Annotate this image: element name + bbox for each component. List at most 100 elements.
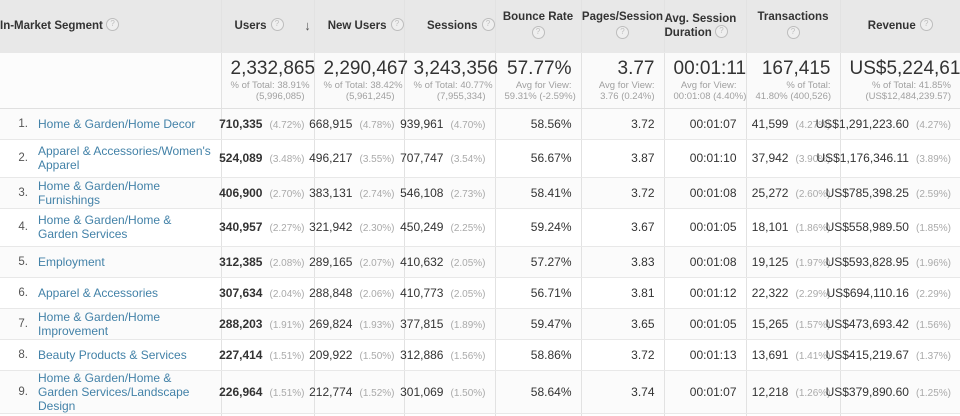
- help-icon[interactable]: ?: [919, 18, 933, 32]
- summary-new-users-line1: % of Total: 38.42%: [323, 80, 403, 91]
- cell-new-users: 204,760(1.46%): [314, 413, 405, 416]
- sessions-percent: (2.73%): [450, 188, 486, 200]
- revenue-percent: (3.89%): [915, 154, 951, 165]
- table-row: 1. Home & Garden/Home Decor 710,335 (4.72%)…: [0, 108, 960, 140]
- cell-bounce-rate: 59.47%: [495, 308, 582, 340]
- cell-dimension: Home & Garden/Home & Garden Services/Lan…: [34, 370, 222, 414]
- dimension-link[interactable]: Home & Garden/Home & Garden Services: [38, 213, 172, 241]
- sessions-value: 301,069: [400, 384, 444, 399]
- dimension-link[interactable]: Apparel & Accessories: [38, 285, 159, 300]
- row-index: 9.: [0, 370, 34, 414]
- sessions-value: 546,108: [400, 185, 444, 200]
- transactions-percent: (2.29%): [795, 288, 831, 300]
- new-users-percent: (2.30%): [359, 223, 395, 234]
- table-row: 3. Home & Garden/Home Furnishings 406,900 (…: [0, 177, 960, 209]
- sessions-percent: (2.05%): [450, 257, 486, 269]
- users-percent: (1.51%): [269, 387, 305, 399]
- summary-avg-session-duration-value: 00:01:11: [673, 58, 747, 79]
- cell-dimension: Home & Garden/Home & Garden Services: [34, 208, 222, 247]
- dimension-link[interactable]: Apparel & Accessories/Women's Apparel: [38, 144, 211, 172]
- summary-revenue-line1: % of Total: 41.85%: [871, 80, 951, 91]
- cell-transactions: 41,599 (4.27%): [746, 108, 841, 140]
- avg-session-duration-value: 00:01:05: [689, 220, 737, 234]
- table-row: 7. Home & Garden/Home Improvement 288,203 (…: [0, 308, 960, 340]
- sort-descending-icon[interactable]: ↓: [304, 17, 311, 33]
- column-header-new-users[interactable]: New Users ?: [314, 0, 405, 53]
- cell-avg-session-duration: 00:01:05: [664, 208, 747, 247]
- transactions-value: 41,599: [751, 116, 789, 131]
- help-icon[interactable]: ?: [390, 18, 404, 32]
- cell-revenue: US$1,291,223.60 (4.27%): [816, 108, 960, 140]
- help-icon[interactable]: ?: [106, 18, 120, 32]
- summary-bounce-rate-cell: 57.77% Avg for View: 59.31% (-2.59%): [495, 52, 582, 109]
- cell-pages-session: 3.67: [581, 208, 665, 247]
- cell-revenue: US$558,989.50 (1.85%): [826, 208, 960, 247]
- cell-sessions: 410,632 (2.05%): [400, 246, 496, 278]
- dimension-link[interactable]: Employment: [38, 254, 105, 269]
- cell-avg-session-duration: 00:01:08: [664, 177, 747, 209]
- column-header-users-label: Users: [234, 19, 267, 32]
- cell-transactions: 22,322 (2.29%): [746, 277, 841, 309]
- dimension-link[interactable]: Beauty Products & Services: [38, 347, 187, 362]
- transactions-value: 12,218: [751, 384, 789, 399]
- row-index: 5.: [0, 246, 34, 278]
- column-header-bounce-rate-label: Bounce Rate: [502, 11, 574, 24]
- column-header-pages-session[interactable]: Pages/Session ?: [581, 0, 665, 53]
- cell-sessions: 295,003(1.47%): [404, 413, 496, 416]
- cell-avg-session-duration: 00:01:10: [664, 139, 747, 178]
- cell-pages-session: 3.74: [581, 370, 665, 414]
- cell-bounce-rate: 56.67%: [495, 139, 582, 178]
- transactions-percent: (4.27%): [795, 119, 831, 131]
- cell-revenue: US$1,176,346.11 (3.89%): [816, 139, 960, 178]
- help-icon[interactable]: ?: [531, 25, 545, 39]
- table-row: 8. Beauty Products & Services 227,414 (1.51…: [0, 339, 960, 371]
- cell-avg-session-duration: 00:01:12: [664, 413, 747, 416]
- pages-session-value: 3.87: [631, 151, 655, 165]
- help-icon[interactable]: ?: [481, 18, 495, 32]
- cell-avg-session-duration: 00:01:07: [664, 370, 747, 414]
- dimension-link[interactable]: Home & Garden/Home Decor: [38, 116, 196, 131]
- help-icon[interactable]: ?: [616, 25, 629, 39]
- revenue-value: US$593,828.95: [825, 254, 909, 269]
- bounce-rate-value: 57.27%: [530, 254, 572, 269]
- dimension-link[interactable]: Home & Garden/Home Improvement: [38, 309, 161, 338]
- column-header-dimension[interactable]: In-Market Segment ?: [0, 0, 222, 53]
- help-icon[interactable]: ?: [714, 25, 728, 39]
- dimension-link[interactable]: Home & Garden/Home Furnishings: [38, 178, 161, 207]
- revenue-value: US$558,989.50: [825, 220, 909, 234]
- cell-users: 312,385 (2.08%): [219, 246, 315, 278]
- help-icon[interactable]: ?: [270, 18, 284, 32]
- column-header-avg-session-duration-label1: Avg. Session: [664, 12, 737, 25]
- cell-new-users: 383,131 (2.74%): [309, 177, 405, 209]
- dimension-link[interactable]: Home & Garden/Home & Garden Services/Lan…: [38, 370, 190, 413]
- column-header-users[interactable]: Users ? ↓: [221, 0, 315, 53]
- column-header-dimension-label: In-Market Segment: [0, 19, 103, 32]
- users-value: 710,335: [219, 116, 263, 131]
- summary-new-users-value: 2,290,467: [323, 58, 409, 79]
- help-icon[interactable]: ?: [786, 25, 800, 39]
- column-header-avg-session-duration[interactable]: Avg. Session Duration ?: [664, 0, 747, 53]
- cell-transactions: 12,218 (1.26%): [746, 370, 841, 414]
- users-percent: (2.04%): [269, 288, 305, 300]
- table-row: 5. Employment 312,385 (2.08%) 289,165 (2.07%)…: [0, 246, 960, 278]
- summary-transactions-line2: 41.80% (400,526): [755, 91, 832, 102]
- pages-session-value: 3.74: [631, 384, 655, 399]
- column-header-bounce-rate[interactable]: Bounce Rate ?: [495, 0, 582, 53]
- cell-new-users: 321,942 (2.30%): [309, 208, 405, 247]
- row-index: 6.: [0, 277, 34, 309]
- pages-session-value: 3.72: [631, 116, 655, 131]
- column-header-sessions[interactable]: Sessions ?: [404, 0, 496, 53]
- transactions-percent: (1.86%): [795, 223, 831, 234]
- row-index: 2.: [0, 139, 34, 178]
- cell-transactions: 15,265 (1.57%): [746, 308, 841, 340]
- header-row: In-Market Segment ? Users ? ↓ New Users …: [0, 0, 960, 53]
- sessions-percent: (1.89%): [450, 319, 486, 331]
- cell-dimension: Apparel & Accessories/Shoes: [34, 413, 222, 416]
- summary-transactions-value: 167,415: [761, 58, 831, 79]
- column-header-transactions[interactable]: Transactions ?: [746, 0, 841, 53]
- sessions-value: 707,747: [400, 151, 444, 165]
- transactions-value: 15,265: [751, 316, 789, 331]
- column-header-revenue[interactable]: Revenue ?: [840, 0, 960, 53]
- table-row: 6. Apparel & Accessories 307,634 (2.04%) 288…: [0, 277, 960, 309]
